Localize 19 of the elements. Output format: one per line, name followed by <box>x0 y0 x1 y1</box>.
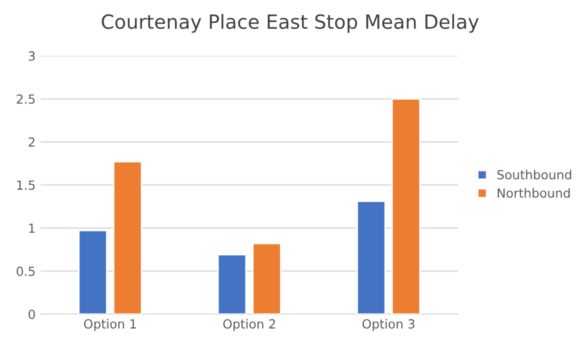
y-tick-label: 0 <box>28 310 35 320</box>
y-tick-label: 1 <box>29 224 35 233</box>
legend-label: Southbound <box>497 170 572 180</box>
bar <box>252 242 282 314</box>
x-tick-label: Option 3 <box>362 318 414 332</box>
bar <box>78 230 108 314</box>
bar <box>217 254 247 314</box>
y-tick-label: 0.5 <box>16 266 35 276</box>
bar <box>112 161 142 314</box>
y-tick-label: 2 <box>28 137 34 147</box>
bar <box>391 98 421 314</box>
x-tick-label: Option 2 <box>223 318 275 332</box>
y-tick-label: 2.5 <box>16 94 35 104</box>
legend-label: Northbound <box>498 188 570 198</box>
y-tick-label: 3 <box>28 51 35 61</box>
bar <box>356 200 386 314</box>
y-tick-label: 1.5 <box>17 180 35 190</box>
x-tick-label: Option 1 <box>84 318 136 332</box>
chart-title: Courtenay Place East Stop Mean Delay <box>102 14 479 33</box>
